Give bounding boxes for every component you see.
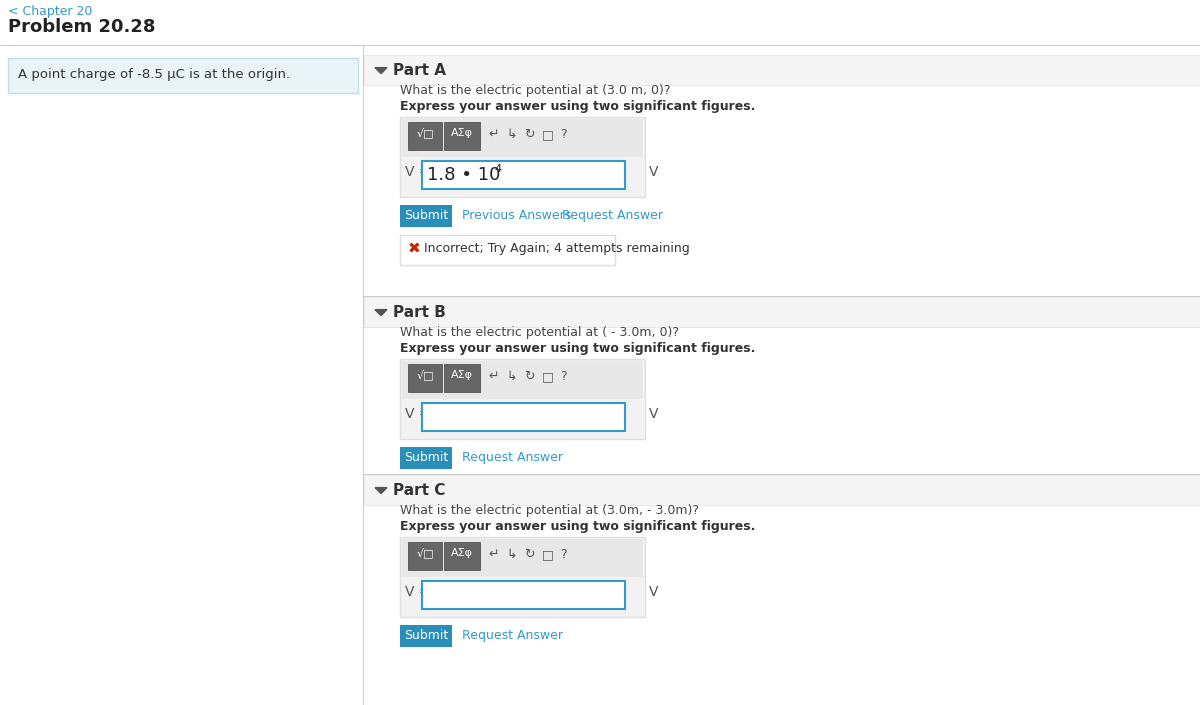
Bar — [364, 297, 1200, 327]
Bar — [422, 403, 625, 431]
Bar — [400, 537, 646, 617]
Polygon shape — [374, 68, 386, 73]
Bar — [444, 542, 480, 570]
Bar — [8, 58, 358, 93]
Text: Request Answer: Request Answer — [562, 209, 662, 222]
Text: √□: √□ — [416, 548, 434, 559]
Text: V =: V = — [406, 585, 431, 599]
Text: ↵: ↵ — [488, 128, 498, 141]
Text: Part A: Part A — [394, 63, 446, 78]
Bar — [402, 361, 643, 399]
Text: Problem 20.28: Problem 20.28 — [8, 18, 156, 36]
Text: Express your answer using two significant figures.: Express your answer using two significan… — [400, 100, 755, 113]
Text: □: □ — [542, 370, 553, 383]
Text: Previous Answers: Previous Answers — [462, 209, 571, 222]
Bar — [364, 296, 1200, 297]
Text: Submit: Submit — [404, 451, 448, 464]
Text: V =: V = — [406, 165, 431, 179]
Text: AΣφ: AΣφ — [451, 548, 473, 558]
Text: ?: ? — [560, 128, 566, 141]
Bar — [0, 45, 1200, 46]
Polygon shape — [374, 309, 386, 316]
Text: < Chapter 20: < Chapter 20 — [8, 5, 92, 18]
Text: Express your answer using two significant figures.: Express your answer using two significan… — [400, 342, 755, 355]
Text: What is the electric potential at ( - 3.0m, 0)?: What is the electric potential at ( - 3.… — [400, 326, 679, 339]
Text: ↳: ↳ — [506, 548, 516, 561]
Text: ?: ? — [560, 548, 566, 561]
Bar — [400, 359, 646, 439]
Text: Submit: Submit — [404, 629, 448, 642]
Bar — [408, 542, 442, 570]
Text: ↳: ↳ — [506, 370, 516, 383]
Bar — [364, 475, 1200, 505]
Bar — [408, 364, 442, 392]
Text: Request Answer: Request Answer — [462, 629, 563, 642]
Bar — [400, 235, 616, 265]
Text: □: □ — [542, 548, 553, 561]
Text: ✖: ✖ — [408, 241, 421, 256]
Bar — [402, 539, 643, 577]
Bar — [444, 364, 480, 392]
Bar — [400, 117, 646, 197]
Text: ↳: ↳ — [506, 128, 516, 141]
Text: V: V — [649, 407, 659, 421]
Text: ↵: ↵ — [488, 370, 498, 383]
Text: ↵: ↵ — [488, 548, 498, 561]
Bar — [0, 45, 1200, 46]
Text: Part B: Part B — [394, 305, 446, 320]
Bar — [400, 447, 452, 469]
Bar — [444, 122, 480, 150]
Text: AΣφ: AΣφ — [451, 128, 473, 138]
Text: Request Answer: Request Answer — [462, 451, 563, 464]
Bar — [400, 205, 452, 227]
Text: What is the electric potential at (3.0 m, 0)?: What is the electric potential at (3.0 m… — [400, 84, 671, 97]
Bar — [364, 474, 1200, 475]
Bar — [422, 581, 625, 609]
Bar — [422, 161, 625, 189]
Bar — [408, 122, 442, 150]
Text: AΣφ: AΣφ — [451, 370, 473, 380]
Text: ?: ? — [560, 370, 566, 383]
Text: 1.8 • 10: 1.8 • 10 — [427, 166, 500, 184]
Text: √□: √□ — [416, 128, 434, 139]
Text: √□: √□ — [416, 370, 434, 381]
Text: ↻: ↻ — [524, 370, 534, 383]
Text: V: V — [649, 585, 659, 599]
Text: Submit: Submit — [404, 209, 448, 222]
Text: A point charge of -8.5 μC is at the origin.: A point charge of -8.5 μC is at the orig… — [18, 68, 290, 81]
Text: What is the electric potential at (3.0m, - 3.0m)?: What is the electric potential at (3.0m,… — [400, 504, 698, 517]
Bar — [364, 55, 1200, 85]
Text: □: □ — [542, 128, 553, 141]
Text: V =: V = — [406, 407, 431, 421]
Text: ↻: ↻ — [524, 128, 534, 141]
Text: V: V — [649, 165, 659, 179]
Bar — [402, 119, 643, 157]
Text: 4: 4 — [494, 164, 502, 174]
Bar — [400, 625, 452, 647]
Polygon shape — [374, 488, 386, 493]
Text: ↻: ↻ — [524, 548, 534, 561]
Text: Part C: Part C — [394, 483, 445, 498]
Text: Incorrect; Try Again; 4 attempts remaining: Incorrect; Try Again; 4 attempts remaini… — [424, 242, 690, 255]
Text: Express your answer using two significant figures.: Express your answer using two significan… — [400, 520, 755, 533]
